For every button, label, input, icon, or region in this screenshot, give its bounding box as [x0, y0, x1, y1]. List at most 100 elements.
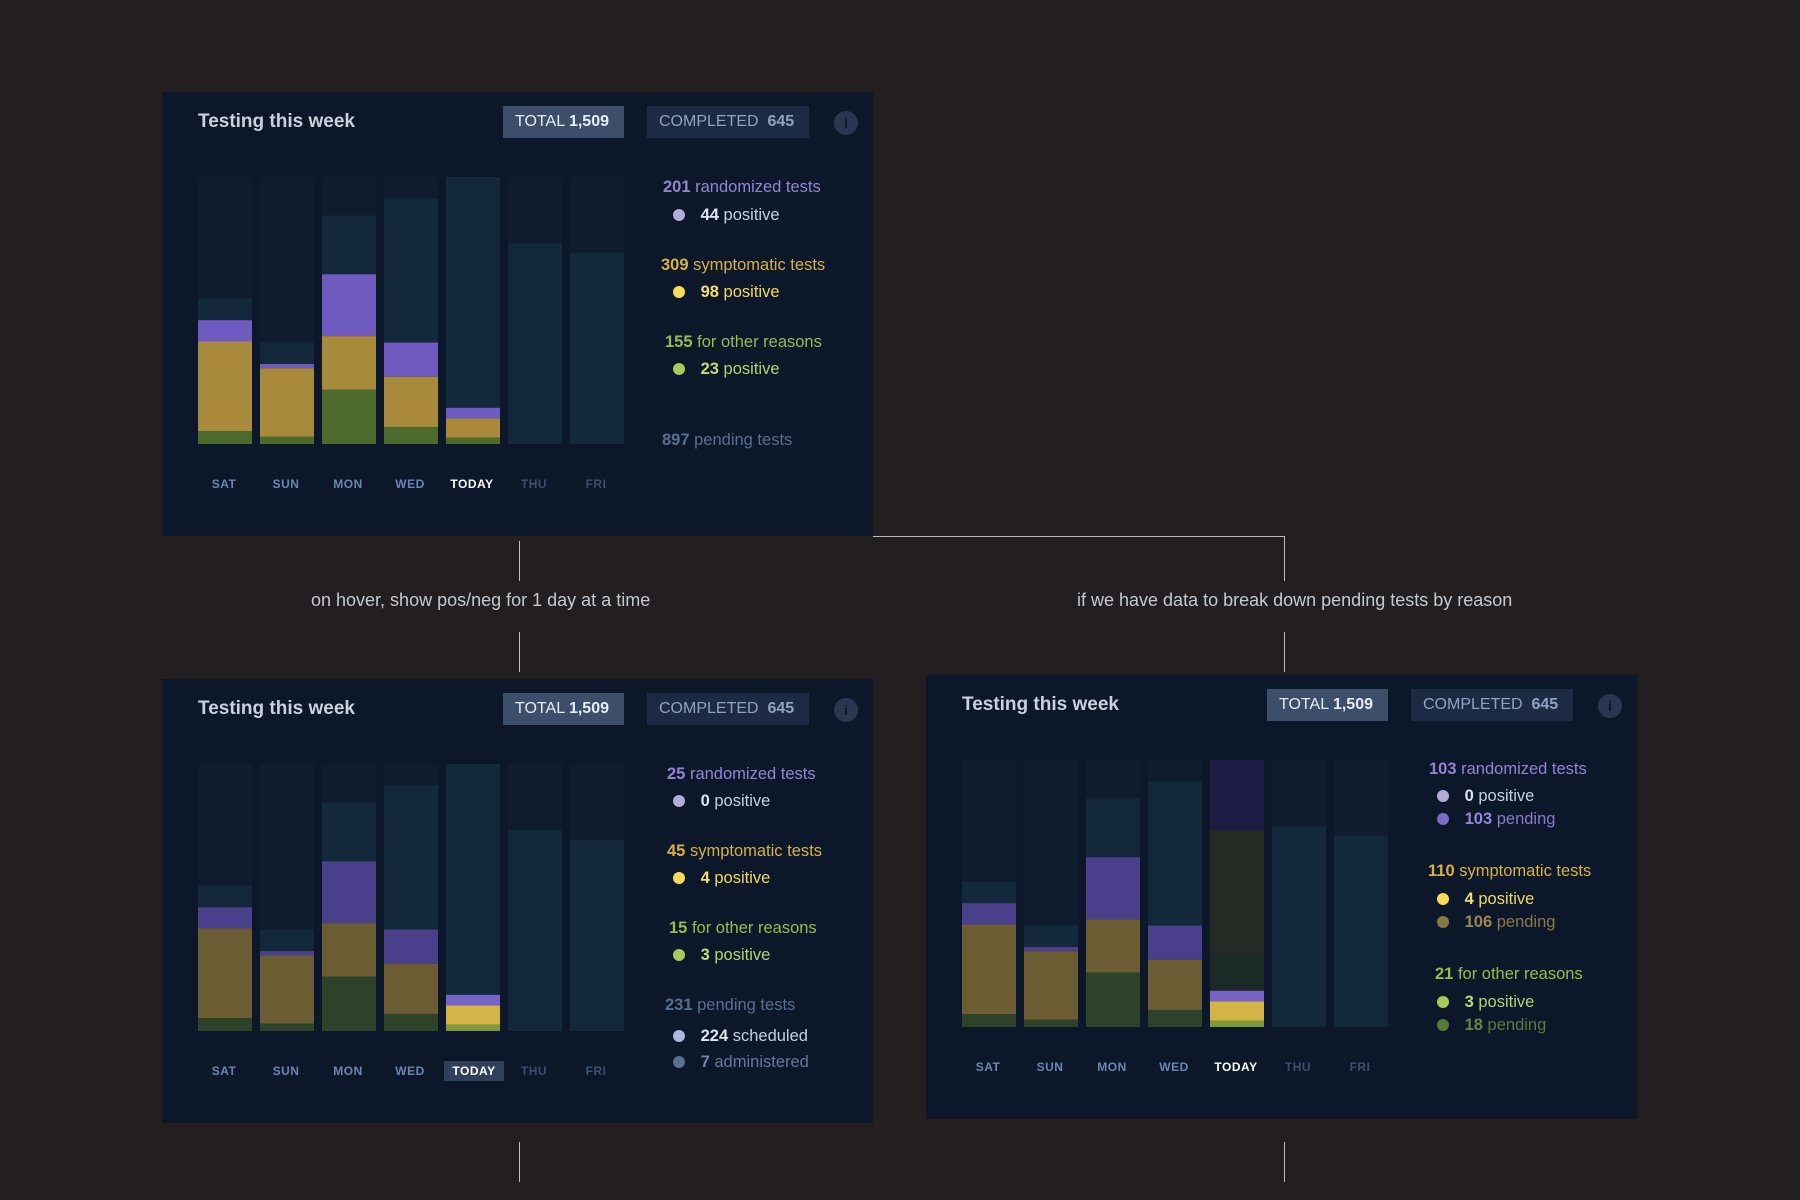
bar-segment-other[interactable]: [384, 426, 438, 444]
bar-segment-randomized[interactable]: [322, 861, 376, 924]
bar-segment-randomized[interactable]: [446, 407, 500, 419]
total-badge[interactable]: TOTAL 1,509: [503, 693, 624, 725]
info-icon[interactable]: i: [834, 111, 858, 135]
day-label[interactable]: SUN: [272, 1064, 300, 1078]
bar-segment-pending[interactable]: [1210, 830, 1264, 954]
bar-segment-pending[interactable]: [1086, 798, 1140, 858]
bar-segment-randomized[interactable]: [1086, 857, 1140, 920]
day-label[interactable]: MON: [333, 477, 363, 491]
bar-segment-pending[interactable]: [1210, 760, 1264, 831]
total-badge[interactable]: TOTAL 1,509: [503, 106, 624, 138]
bar-segment-pending[interactable]: [198, 885, 252, 908]
bar-segment-randomized[interactable]: [1148, 925, 1202, 960]
day-label[interactable]: MON: [333, 1064, 363, 1078]
bar-segment-randomized[interactable]: [260, 950, 314, 956]
bar-segment-randomized[interactable]: [384, 929, 438, 964]
info-icon[interactable]: i: [1598, 694, 1622, 718]
bar-segment-randomized[interactable]: [260, 363, 314, 369]
bar-segment-symptomatic[interactable]: [1148, 959, 1202, 1010]
bar-segment-randomized[interactable]: [962, 903, 1016, 925]
bar-segment-other[interactable]: [1148, 1009, 1202, 1027]
bar-segment-pending[interactable]: [962, 881, 1016, 904]
bar-segment-pending[interactable]: [508, 830, 562, 1031]
bar-segment-other[interactable]: [1086, 972, 1140, 1027]
bar-segment-other[interactable]: [962, 1014, 1016, 1027]
bar-segment-pending[interactable]: [198, 298, 252, 321]
bar-segment-other[interactable]: [384, 1013, 438, 1031]
completed-badge[interactable]: COMPLETED 645: [647, 693, 809, 725]
day-label[interactable]: SAT: [975, 1060, 1001, 1074]
bar-segment-symptomatic[interactable]: [260, 368, 314, 437]
bar-segment-other[interactable]: [198, 431, 252, 444]
day-label[interactable]: WED: [1159, 1060, 1189, 1074]
day-label[interactable]: SAT: [211, 477, 237, 491]
bar-segment-pending[interactable]: [570, 252, 624, 444]
bar-segment-other[interactable]: [260, 436, 314, 444]
bar-segment-pending[interactable]: [1148, 781, 1202, 926]
bar-segment-symptomatic[interactable]: [446, 418, 500, 438]
bar-segment-other[interactable]: [1210, 1020, 1264, 1027]
bar-segment-randomized[interactable]: [198, 320, 252, 342]
day-label-today[interactable]: TODAY: [444, 1061, 504, 1081]
bar-segment-pending[interactable]: [446, 177, 500, 408]
bar-segment-symptomatic[interactable]: [322, 336, 376, 390]
bar-segment-symptomatic[interactable]: [1210, 1001, 1264, 1021]
bar-segment-pending[interactable]: [384, 785, 438, 930]
bar-segment-randomized[interactable]: [198, 907, 252, 929]
bar-segment-randomized[interactable]: [322, 274, 376, 337]
day-label[interactable]: THU: [1284, 1060, 1312, 1074]
bar-segment-symptomatic[interactable]: [1086, 919, 1140, 973]
bar-segment-pending[interactable]: [1272, 826, 1326, 1027]
day-label[interactable]: FRI: [585, 1064, 607, 1078]
day-label[interactable]: FRI: [1349, 1060, 1371, 1074]
day-label[interactable]: SAT: [211, 1064, 237, 1078]
day-label[interactable]: MON: [1097, 1060, 1127, 1074]
bar-segment-symptomatic[interactable]: [260, 955, 314, 1024]
stat-count: 0: [1464, 787, 1474, 805]
bar-segment-symptomatic[interactable]: [198, 928, 252, 1019]
bar-segment-randomized[interactable]: [1024, 946, 1078, 952]
bar-segment-pending[interactable]: [322, 802, 376, 862]
completed-badge[interactable]: COMPLETED 645: [647, 106, 809, 138]
completed-badge[interactable]: COMPLETED 645: [1411, 689, 1573, 721]
day-label-today[interactable]: TODAY: [1214, 1060, 1258, 1074]
day-label[interactable]: SUN: [272, 477, 300, 491]
bar-segment-other[interactable]: [322, 976, 376, 1031]
bar-segment-other[interactable]: [1024, 1019, 1078, 1027]
bar-segment-pending[interactable]: [446, 764, 500, 995]
bar-segment-symptomatic[interactable]: [198, 341, 252, 432]
day-label[interactable]: SUN: [1036, 1060, 1064, 1074]
day-label[interactable]: THU: [520, 1064, 548, 1078]
day-label[interactable]: THU: [520, 477, 548, 491]
total-badge[interactable]: TOTAL 1,509: [1267, 689, 1388, 721]
bar-segment-symptomatic[interactable]: [322, 923, 376, 977]
day-label[interactable]: FRI: [585, 477, 607, 491]
day-label-today[interactable]: TODAY: [450, 477, 494, 491]
bar-segment-symptomatic[interactable]: [384, 963, 438, 1014]
bar-segment-pending[interactable]: [260, 929, 314, 951]
bar-segment-pending[interactable]: [1210, 953, 1264, 991]
bar-segment-symptomatic[interactable]: [962, 924, 1016, 1015]
bar-segment-pending[interactable]: [260, 342, 314, 364]
bar-segment-symptomatic[interactable]: [1024, 951, 1078, 1020]
bar-segment-symptomatic[interactable]: [446, 1005, 500, 1025]
bar-segment-symptomatic[interactable]: [384, 376, 438, 427]
bar-segment-pending[interactable]: [1334, 835, 1388, 1027]
day-label[interactable]: WED: [395, 1064, 425, 1078]
bar-segment-other[interactable]: [322, 389, 376, 444]
bar-segment-pending[interactable]: [384, 198, 438, 343]
day-label[interactable]: WED: [395, 477, 425, 491]
bar-segment-other[interactable]: [260, 1023, 314, 1031]
bar-segment-pending[interactable]: [570, 839, 624, 1031]
bar-segment-other[interactable]: [446, 1024, 500, 1031]
bar-segment-other[interactable]: [446, 437, 500, 444]
bar-segment-randomized[interactable]: [384, 342, 438, 377]
bar-segment-pending[interactable]: [508, 243, 562, 444]
bar-segment-randomized[interactable]: [446, 994, 500, 1006]
other-positive-row: 3 positive: [673, 946, 770, 965]
bar-segment-randomized[interactable]: [1210, 990, 1264, 1002]
bar-segment-pending[interactable]: [1024, 925, 1078, 947]
bar-segment-other[interactable]: [198, 1018, 252, 1031]
bar-segment-pending[interactable]: [322, 215, 376, 275]
info-icon[interactable]: i: [834, 698, 858, 722]
